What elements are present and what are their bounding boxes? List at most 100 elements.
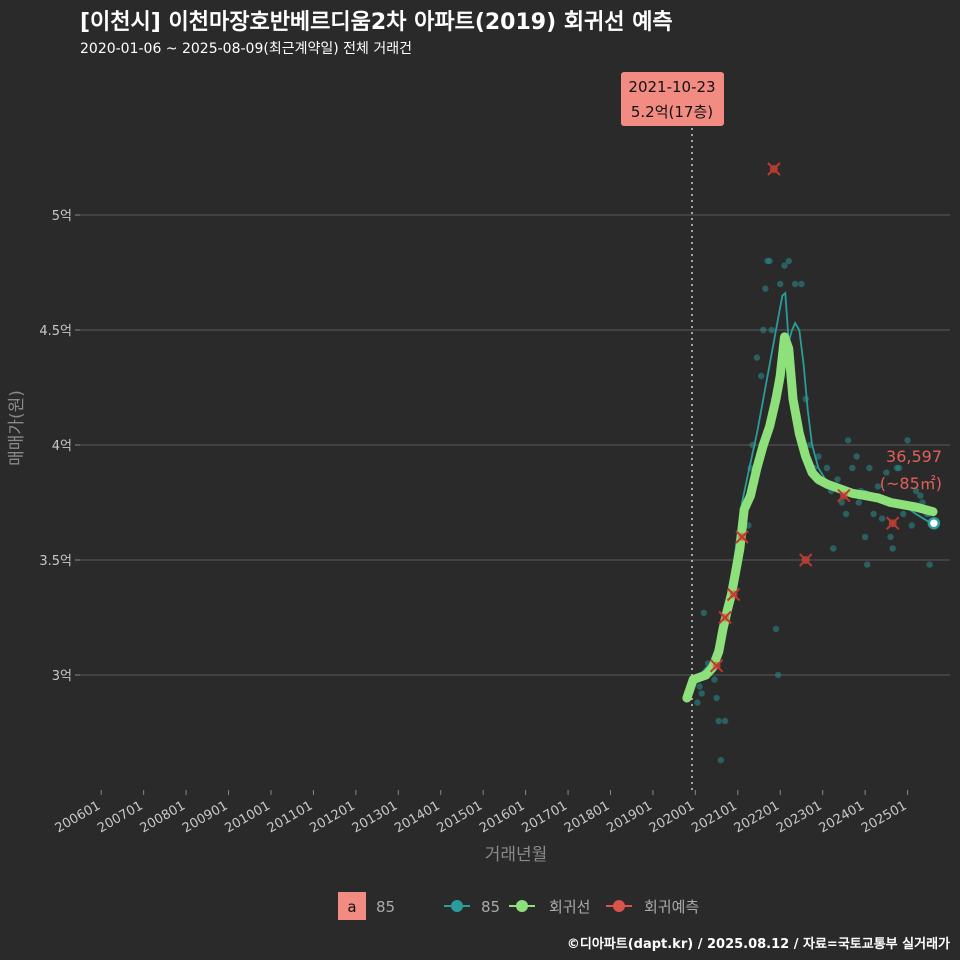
x-tick-label: 202301 [774,798,824,836]
latest-area-label: (~85㎡) [880,474,942,493]
callout-date: 2021-10-23 [628,78,715,96]
latest-point-marker [927,516,941,530]
transaction-point [895,464,903,472]
prediction-marker [709,659,724,673]
x-tick-label: 201101 [265,798,315,836]
transaction-point [777,280,784,288]
prediction-marker [886,516,900,530]
transaction-point [912,487,920,495]
prediction-marker [735,530,749,544]
transaction-point [762,285,769,292]
transaction-point [696,683,703,690]
legend-item-prediction: 회귀예측 [644,898,699,916]
y-axis-title: 매매가(원) [7,390,27,466]
x-tick-label: 201401 [392,798,442,836]
x-tick-label: 202101 [689,798,739,836]
transaction-point [887,533,894,541]
x-tick-label: 201801 [562,798,612,836]
x-tick-label: 200601 [53,798,103,836]
transaction-point [713,694,720,702]
transaction-point [760,326,767,334]
transaction-point [883,469,890,476]
transaction-point [700,609,708,617]
x-tick-label: 201901 [604,798,654,836]
prediction-marker [767,162,781,176]
legend-area-badge-letter: a [347,898,356,916]
x-tick-label: 201001 [222,798,272,836]
transaction-point [870,510,877,518]
transaction-point [766,257,773,265]
chart-subtitle: 2020-01-06 ~ 2025-08-09(최근계약일) 전체 거래건 [80,41,412,57]
legend-prediction-icon [613,900,625,912]
legend: a 85 85 회귀선 회귀예측 [338,892,699,920]
transaction-point [842,510,850,518]
transaction-point [844,437,852,444]
transaction-point [855,499,862,506]
legend-regression-icon [516,900,528,912]
transaction-point [866,464,873,472]
transaction-point [917,492,924,499]
transaction-point [798,280,805,288]
transaction-point [791,280,799,288]
transaction-point [774,671,782,679]
transaction-point [900,510,907,518]
transaction-point [908,522,916,529]
regression-line [682,332,938,703]
callout-price: 5.2억(17층) [631,103,713,121]
transaction-point [785,257,792,265]
y-tick-label: 3억 [52,669,72,684]
prediction-marker [799,553,813,567]
transaction-point [838,499,845,506]
source-caption: ©디아파트(dapt.kr) / 2025.08.12 / 자료=국토교통부 실… [566,937,950,952]
x-tick-label: 200901 [180,798,230,836]
prediction-marker [837,488,851,503]
x-tick-label: 202201 [732,798,782,836]
x-axis-title: 거래년월 [485,845,548,865]
transaction-point [698,690,705,697]
transaction-point [926,561,933,568]
y-tick-label: 3.5억 [39,554,72,569]
prediction-markers [709,162,900,673]
transaction-point [834,476,841,483]
prediction-marker [726,587,741,602]
legend-item-85: 85 [481,898,500,916]
transaction-point [853,453,860,460]
y-tick-label: 4.5억 [39,324,72,339]
transaction-point [815,453,822,460]
y-tick-label: 5억 [52,209,72,224]
transaction-point [849,464,856,472]
x-tick-label: 202001 [647,798,697,836]
transaction-point [717,756,725,764]
x-tick-label: 202501 [859,798,909,836]
transaction-point [721,717,729,725]
x-tick-label: 201201 [307,798,357,836]
transaction-point [781,262,788,269]
transaction-point [861,533,869,541]
transaction-point [874,483,882,490]
legend-item-regression: 회귀선 [549,898,590,916]
grid-lines [80,214,950,676]
x-tick-label: 202401 [817,798,867,836]
transaction-point [772,625,780,633]
transaction-points [694,257,933,764]
transaction-point [711,676,718,683]
chart-title: [이천시] 이천마장호반베르디움2차 아파트(2019) 회귀선 예측 [80,10,673,35]
x-tick-label: 200701 [95,798,145,836]
legend-85-icon [451,900,463,912]
transaction-point [694,699,701,706]
legend-area-value: 85 [376,898,395,916]
transaction-point [889,545,896,552]
x-tick-label: 201301 [350,798,400,836]
x-tick-label: 201701 [520,798,570,836]
x-tick-label: 201601 [477,798,527,836]
x-tick-label: 200801 [138,798,188,836]
highlight-callout: 2021-10-23 5.2억(17층) [621,72,724,126]
transaction-point [715,717,722,725]
x-tick-label: 201501 [435,798,485,836]
transaction-point [864,561,871,568]
y-axis-ticks: 3억 3.5억 4억 4.5억 5억 [39,209,80,684]
legend-area-badge [338,892,366,920]
x-axis-ticks: 2006012007012008012009012010012011012012… [53,790,910,836]
transaction-point [768,326,775,334]
